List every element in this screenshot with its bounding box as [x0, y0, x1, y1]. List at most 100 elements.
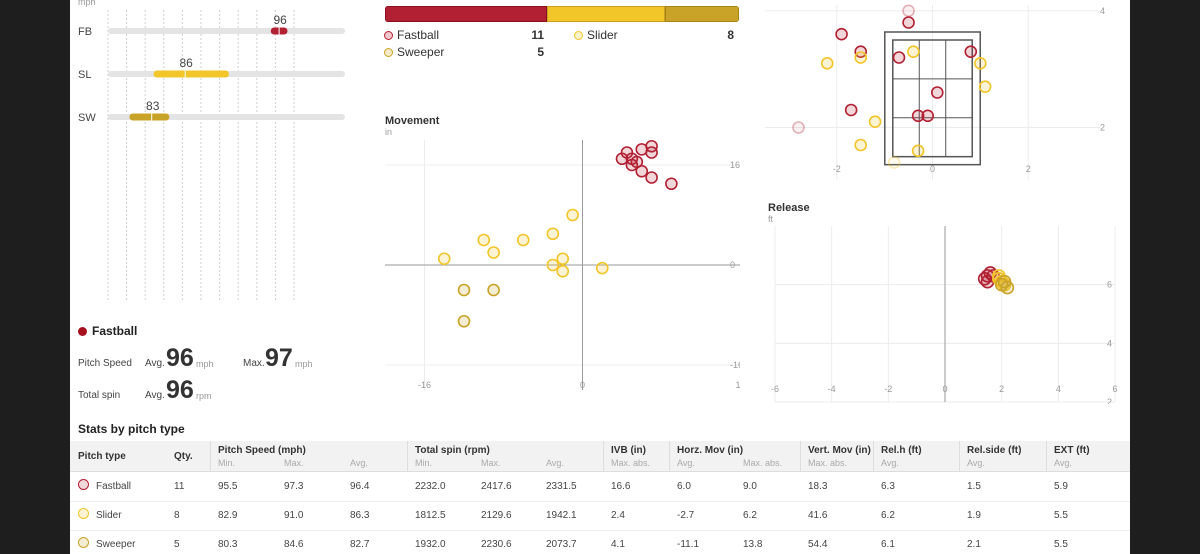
table-cell: 2417.6 — [481, 481, 512, 492]
sweeper-circle-icon — [78, 537, 89, 548]
stats-col-subheader: Max. — [481, 458, 501, 468]
header-divider — [873, 441, 874, 471]
release-title: Release — [768, 202, 810, 214]
table-cell: 82.9 — [218, 510, 238, 521]
table-cell: 6.0 — [677, 481, 691, 492]
stats-col-subheader: Min. — [415, 458, 433, 468]
fastball-dot-icon — [78, 326, 87, 336]
y-tick-label: -16 — [730, 360, 740, 370]
data-point-fastball — [630, 155, 644, 169]
fastball-circle-icon — [384, 30, 393, 40]
pitch-mix-legend: Fastball 11 Slider 8 Sweeper 5 — [384, 28, 744, 64]
stats-col-header: Vert. Mov (in) — [808, 445, 871, 456]
stats-col-header: Rel.side (ft) — [967, 445, 1022, 456]
stats-col-subheader: Avg. — [350, 458, 368, 468]
x-tick-label: -2 — [884, 384, 892, 394]
data-point-fastball — [921, 109, 935, 123]
data-point-sweeper — [994, 277, 1009, 292]
spin-avg-value: 96 — [166, 376, 194, 404]
data-point-sweeper — [457, 314, 471, 328]
data-point-fastball — [911, 109, 925, 123]
data-point-slider — [907, 45, 920, 58]
table-cell: Fastball — [96, 481, 132, 492]
velocity-value-label: 96 — [273, 13, 287, 27]
data-point-fastball — [980, 274, 995, 289]
stats-col-subheader: Max. — [284, 458, 304, 468]
legend-label: Fastball — [397, 28, 440, 42]
data-point-fastball — [645, 146, 658, 159]
data-point-slider — [556, 264, 570, 278]
data-point-sweeper — [457, 283, 471, 297]
data-point-slider — [477, 233, 491, 247]
data-point-slider — [595, 261, 609, 275]
mix-bar-segment-fastball — [385, 6, 548, 22]
x-tick-label: 2 — [1026, 164, 1031, 174]
velocity-range-bar — [129, 113, 170, 121]
fastball-circle-icon — [78, 479, 89, 490]
velocity-range-bar — [153, 70, 229, 78]
table-cell: -2.7 — [677, 510, 695, 521]
y-tick-label: 4 — [1107, 338, 1112, 348]
stats-header: Pitch type Qty. Pitch Speed (mph) Min. Max. A… — [70, 441, 1130, 472]
table-cell: 2331.5 — [546, 481, 577, 492]
data-point-slider — [566, 208, 579, 222]
header-divider — [210, 441, 211, 471]
velocity-unit: mph — [78, 0, 96, 7]
table-cell: 80.3 — [218, 539, 238, 550]
table-cell: 82.7 — [350, 539, 370, 550]
speed-max-unit: mph — [295, 359, 313, 369]
data-point-fastball — [902, 4, 915, 18]
table-cell: -11.1 — [677, 539, 700, 550]
table-cell: 84.6 — [284, 539, 304, 550]
header-divider — [603, 441, 604, 471]
table-cell: 2.4 — [611, 510, 625, 521]
data-point-slider — [974, 57, 987, 70]
legend-label: Sweeper — [397, 45, 445, 59]
table-cell: 54.4 — [808, 539, 828, 550]
slider-circle-icon — [574, 30, 583, 40]
spin-avg-label: Avg. — [145, 390, 165, 401]
table-cell: 5 — [174, 539, 180, 550]
x-tick-label: 4 — [1056, 384, 1061, 394]
table-cell: 6.1 — [881, 539, 895, 550]
table-cell: 13.8 — [743, 539, 763, 550]
data-point-slider — [887, 156, 901, 169]
stats-col-header: Qty. — [174, 451, 193, 462]
table-cell: 5.5 — [1054, 510, 1068, 521]
table-cell: 91.0 — [284, 510, 304, 521]
stats-title: Stats by pitch type — [78, 422, 185, 436]
table-row[interactable]: Slider 8 82.9 91.0 86.3 1812.5 2129.6 1942.1 2.4… — [70, 501, 1130, 531]
speed-label: Pitch Speed — [78, 358, 132, 369]
table-cell: 2129.6 — [481, 510, 512, 521]
table-cell: Sweeper — [96, 539, 136, 550]
table-cell: 9.0 — [743, 481, 757, 492]
speed-avg-unit: mph — [196, 359, 214, 369]
release-unit: ft — [768, 214, 774, 224]
table-cell: 6.2 — [881, 510, 895, 521]
summary-pitch-label: Fastball — [92, 324, 138, 338]
table-cell: 5.5 — [1054, 539, 1068, 550]
data-point-fastball — [645, 171, 658, 184]
stats-col-subheader: Avg. — [1054, 458, 1072, 468]
data-point-slider — [487, 246, 500, 259]
table-cell: 2230.6 — [481, 539, 512, 550]
speed-max-label: Max. — [243, 358, 265, 369]
table-row[interactable]: Fastball 11 95.5 97.3 96.4 2232.0 2417.6 2331.5… — [70, 472, 1130, 502]
stats-col-subheader: Min. — [218, 458, 236, 468]
legend-count: 8 — [727, 28, 734, 42]
velocity-value-label: 86 — [180, 56, 194, 70]
speed-avg-label: Avg. — [145, 358, 165, 369]
sweeper-circle-icon — [384, 47, 393, 57]
table-cell: 41.6 — [808, 510, 828, 521]
data-point-fastball — [964, 45, 978, 58]
y-tick-label: 16 — [730, 160, 740, 170]
data-point-slider — [978, 80, 992, 93]
table-row[interactable]: Sweeper 5 80.3 84.6 82.7 1932.0 2230.6 2073.7 4.… — [70, 530, 1130, 554]
data-point-fastball — [844, 103, 858, 117]
table-cell: 1942.1 — [546, 510, 577, 521]
movement-title: Movement — [385, 115, 440, 127]
legend-item-fastball: Fastball 11 — [384, 28, 544, 42]
x-tick-label: -6 — [771, 384, 779, 394]
dashboard-panel: mph FB 96 SL 86 SW 83 Fastball Pitch Speed Av… — [70, 0, 1130, 554]
velocity-value-label: 83 — [146, 99, 160, 113]
